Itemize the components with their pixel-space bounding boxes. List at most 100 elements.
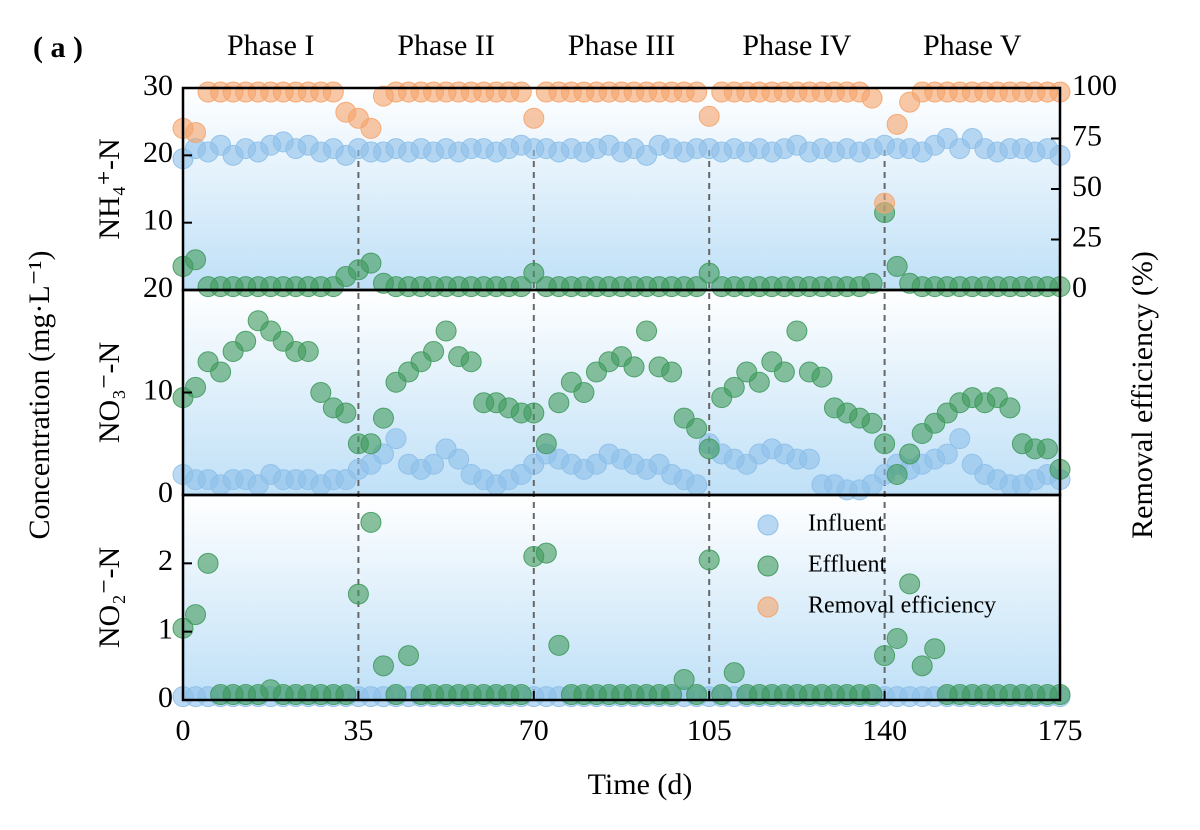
point	[385, 428, 407, 450]
y-tick-label: 0	[158, 681, 173, 714]
point	[448, 448, 470, 470]
point	[197, 552, 219, 574]
point	[185, 121, 207, 143]
point	[924, 638, 946, 660]
point	[886, 464, 908, 485]
point	[322, 81, 344, 103]
legend-label: Influent	[808, 511, 884, 537]
y2-tick-label: 75	[1072, 119, 1102, 152]
point	[523, 402, 545, 424]
point	[435, 320, 457, 342]
point	[886, 255, 908, 277]
point	[698, 438, 720, 460]
point	[874, 433, 896, 455]
panel-frame	[181, 493, 1062, 702]
point	[185, 249, 207, 271]
point	[548, 392, 570, 414]
point	[235, 330, 257, 352]
point	[398, 645, 420, 667]
point	[936, 443, 958, 465]
y-tick-label: 10	[143, 373, 173, 406]
point	[360, 433, 382, 455]
point	[185, 604, 207, 626]
point	[686, 81, 708, 103]
point	[523, 262, 545, 284]
point	[335, 402, 357, 424]
point	[673, 669, 695, 690]
y2-tick-label: 100	[1072, 69, 1117, 102]
legend-marker	[757, 596, 779, 618]
legend-label: Effluent	[808, 552, 887, 578]
panel-y-label: NO₂⁻-N	[93, 547, 126, 648]
point	[861, 272, 883, 294]
point	[886, 113, 908, 135]
point	[811, 366, 833, 388]
point	[723, 376, 745, 398]
point	[310, 382, 332, 403]
y-tick-label: 20	[143, 271, 173, 304]
point	[460, 351, 482, 373]
y-tick-label: 2	[158, 544, 173, 577]
point	[874, 645, 896, 667]
point	[510, 684, 532, 706]
point	[949, 428, 971, 450]
point	[573, 382, 595, 403]
y2-tick-label: 0	[1072, 271, 1087, 304]
point	[899, 573, 921, 595]
phase-label: Phase V	[923, 29, 1022, 62]
point	[723, 662, 745, 684]
point	[686, 684, 708, 706]
point	[748, 371, 770, 393]
y-tick-label: 0	[158, 476, 173, 509]
point	[535, 542, 557, 564]
phase-label: Phase I	[227, 29, 314, 62]
y-tick-label: 10	[143, 204, 173, 237]
point	[623, 356, 645, 378]
point	[510, 81, 532, 103]
point	[636, 320, 658, 342]
point	[798, 448, 820, 470]
point	[347, 583, 369, 605]
point	[297, 341, 319, 362]
point	[861, 87, 883, 109]
point	[523, 107, 545, 129]
point	[661, 361, 683, 383]
phase-label: Phase IV	[742, 29, 851, 62]
point	[372, 655, 394, 677]
panel-y-label: NO₃⁻-N	[93, 342, 126, 443]
x-axis-title: Time (d)	[588, 768, 693, 801]
point	[535, 433, 557, 455]
point	[773, 361, 795, 383]
point	[698, 549, 720, 571]
point	[999, 397, 1021, 419]
point	[899, 443, 921, 465]
point	[911, 655, 933, 677]
point	[548, 634, 570, 656]
point	[185, 376, 207, 398]
y-tick-label: 30	[143, 69, 173, 102]
point	[372, 407, 394, 429]
y-tick-label: 1	[158, 613, 173, 646]
point	[686, 417, 708, 439]
y2-tick-label: 25	[1072, 220, 1102, 253]
point	[510, 276, 532, 298]
point	[786, 320, 808, 342]
panel-background	[183, 88, 1060, 290]
point	[874, 192, 896, 214]
x-tick-label: 35	[343, 714, 373, 747]
phase-label: Phase II	[397, 29, 494, 62]
x-tick-label: 140	[862, 714, 907, 747]
point	[335, 684, 357, 706]
point	[360, 511, 382, 533]
legend-marker	[757, 555, 779, 577]
point	[861, 412, 883, 434]
y2-tick-label: 50	[1072, 170, 1102, 203]
legend-marker	[757, 514, 779, 536]
y-axis-title: Concentration (mg·L⁻¹)	[23, 251, 56, 540]
legend-label: Removal efficiency	[808, 593, 996, 619]
point	[423, 453, 445, 475]
point	[686, 474, 708, 496]
point	[1036, 438, 1058, 460]
panel-y-label: NH₄⁺-N	[93, 138, 126, 239]
